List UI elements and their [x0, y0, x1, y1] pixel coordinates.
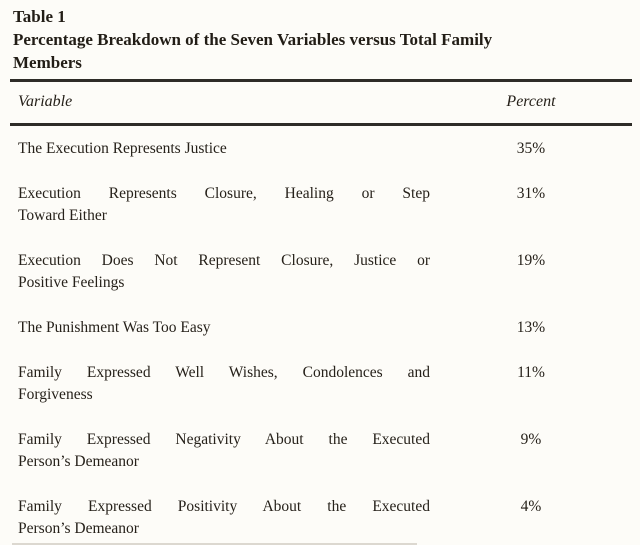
- variable-text-line: Family Expressed Negativity About the Ex…: [18, 431, 430, 448]
- bottom-rule-partial: [12, 543, 417, 545]
- column-header-percent: Percent: [506, 93, 556, 110]
- variable-text-line: Family Expressed Positivity About the Ex…: [18, 498, 430, 515]
- variable-text-line: The Punishment Was Too Easy: [18, 319, 211, 336]
- table-header-row: Variable Percent: [10, 82, 632, 126]
- table-row: The Execution Represents Justice 35%: [10, 138, 632, 160]
- variable-text-line: Person’s Demeanor: [18, 520, 139, 537]
- percent-cell: 9%: [520, 431, 542, 448]
- variable-cell: The Punishment Was Too Easy: [10, 317, 430, 339]
- table-row: The Punishment Was Too Easy 13%: [10, 317, 632, 339]
- variable-text-line: Family Expressed Well Wishes, Condolence…: [18, 364, 430, 381]
- variable-text-line: Positive Feelings: [18, 274, 125, 291]
- percent-cell: 13%: [516, 319, 546, 336]
- variable-cell: Family Expressed Negativity About the Ex…: [10, 429, 430, 473]
- variable-cell: Family Expressed Well Wishes, Condolence…: [10, 362, 430, 406]
- variable-cell: Family Expressed Positivity About the Ex…: [10, 496, 430, 540]
- variable-text-line: Person’s Demeanor: [18, 453, 139, 470]
- table-title-line-2: Members: [13, 53, 82, 72]
- table-row: Execution Represents Closure, Healing or…: [10, 183, 632, 227]
- variable-text-line: Toward Either: [18, 207, 107, 224]
- table-body: The Execution Represents Justice 35% Execu…: [10, 126, 632, 540]
- variable-text-line: Forgiveness: [18, 386, 93, 403]
- table-caption: Table 1 Percentage Breakdown of the Seve…: [13, 5, 640, 74]
- percent-cell: 35%: [516, 140, 546, 157]
- table-number: Table 1: [13, 7, 66, 26]
- variable-cell: Execution Represents Closure, Healing or…: [10, 183, 430, 227]
- variable-text-line: Execution Does Not Represent Closure, Ju…: [18, 252, 430, 269]
- variable-text-line: Execution Represents Closure, Healing or…: [18, 185, 430, 202]
- table-row: Family Expressed Well Wishes, Condolence…: [10, 362, 632, 406]
- percent-cell: 4%: [520, 498, 542, 515]
- percent-cell: 11%: [517, 364, 545, 381]
- variable-text-line: The Execution Represents Justice: [18, 140, 227, 157]
- table-row: Family Expressed Positivity About the Ex…: [10, 496, 632, 540]
- table-row: Execution Does Not Represent Closure, Ju…: [10, 250, 632, 294]
- percent-cell: 31%: [516, 185, 546, 202]
- variable-cell: The Execution Represents Justice: [10, 138, 430, 160]
- percent-cell: 19%: [516, 252, 546, 269]
- table-title-line-1: Percentage Breakdown of the Seven Variab…: [13, 30, 493, 49]
- table-row: Family Expressed Negativity About the Ex…: [10, 429, 632, 473]
- data-table: Variable Percent The Execution Represent…: [10, 79, 632, 540]
- column-header-variable: Variable: [18, 93, 73, 110]
- variable-cell: Execution Does Not Represent Closure, Ju…: [10, 250, 430, 294]
